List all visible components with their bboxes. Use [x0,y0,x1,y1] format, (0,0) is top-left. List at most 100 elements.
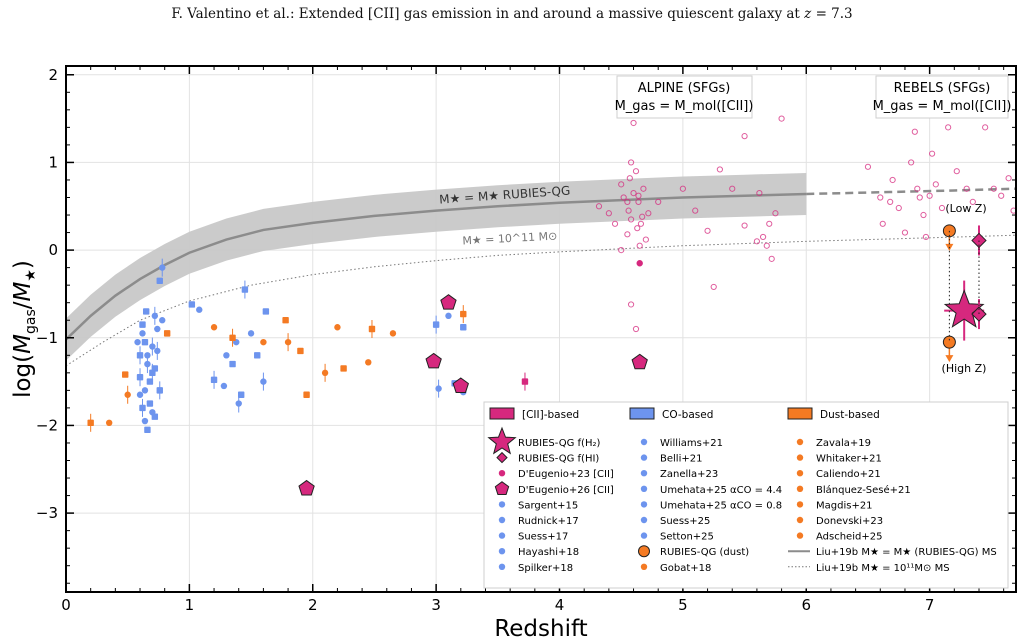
alpine-point [625,207,632,214]
alpine-point [635,198,642,205]
legend-swatch [796,485,804,492]
legend-swatch [640,485,648,492]
legend-label: Suess+17 [518,532,568,543]
rebels-point [932,181,939,188]
legend-header-label: CO-based [662,409,713,421]
legend-label: Umehata+25 αCO = 4.4 [660,485,782,496]
rebels-point [901,229,909,236]
co-based-point [159,264,166,271]
co-based-point [154,347,161,355]
legend-label: D'Eugenio+26 [CII] [518,485,614,496]
legend-label: Hayashi+18 [518,547,579,558]
co-based-point [139,321,146,328]
rebels-point [908,159,915,166]
legend-label: Belli+21 [660,454,702,465]
legend-swatch [796,438,804,446]
plot-frame [65,65,1017,593]
co-based-point [146,378,154,385]
dust-arrowhead [945,355,954,363]
alpine-point [645,210,652,217]
x-tick-label: 2 [308,596,318,614]
rebels-point [864,163,872,170]
co-based-point [460,324,467,331]
rebels-point [1010,207,1016,214]
legend-label: Donevski+23 [816,516,883,527]
legend-label: Zanella+23 [660,469,718,480]
x-axis-label: Redshift [494,616,587,642]
plot-area [66,115,1016,496]
legend-label: D'Eugenio+23 [CII] [518,469,614,480]
ms11-line [66,234,1016,367]
legend-swatch [640,501,648,508]
co-based-point [262,308,270,315]
dust-based-point [365,359,372,366]
alpine-point [766,220,773,227]
rebels-point [953,168,960,175]
alpine-title: ALPINE (SFGs) [638,81,731,96]
co-based-point [146,400,154,407]
y-tick-label: −1 [36,329,58,347]
co-based-point [237,391,245,398]
alpine-point [729,185,736,192]
dust-based-point [368,325,376,333]
alpine-point [624,198,631,205]
rebels-point [926,192,933,199]
page-header: F. Valentino et al.: Extended [CII] gas … [0,6,1024,22]
legend-swatch [796,501,804,508]
co-based-point [188,301,196,308]
cii-small-point [636,260,643,267]
legend-swatch [640,454,648,461]
cii-based-point [425,352,442,369]
alpine-point [741,133,748,140]
header-prefix: F. Valentino et al.: Extended [CII] gas … [171,6,805,22]
rebels-sub: M_gas = M_mol([CII]) [873,99,1012,114]
co-based-point [144,352,151,359]
alpine-point [640,185,647,192]
x-tick-label: 1 [185,596,195,614]
alpine-point [618,247,625,254]
dust-based-point [122,371,129,378]
co-based-point [151,413,159,420]
dust-based-point [284,338,292,346]
rebels-point [920,211,927,219]
legend-label: Adscheid+25 [816,532,882,543]
co-based-point [141,338,149,346]
x-tick-label: 6 [801,596,811,614]
alpine-point [692,207,699,214]
dust-based-point [260,338,267,346]
legend-label: Magdis+21 [816,500,873,511]
co-based-point [136,391,144,398]
dust-based-point [303,391,310,398]
y-tick-label: −2 [36,416,58,434]
legend-label: RUBIES-QG (dust) [660,547,749,558]
co-based-point [210,376,218,384]
header-z: z [804,6,812,22]
co-based-point [235,400,242,407]
rebels-point [889,176,896,184]
legend-swatch [640,470,648,477]
rebels-point [911,128,918,135]
y-tick-label: −3 [36,504,58,522]
alpine-point [627,301,635,308]
co-based-point [139,330,146,337]
alpine-point [639,213,646,220]
legend-swatch [496,451,508,464]
alpine-point [772,210,779,217]
legend-swatch [640,438,648,446]
co-based-point [154,325,161,333]
legend-swatch [638,545,650,558]
legend-label: Suess+25 [660,516,710,527]
legend-swatch [796,454,804,461]
dust-based-point [297,347,304,355]
alpine-point [716,166,723,173]
legend: [CII]-based CO-based Dust-based RUBIES-QG f… [483,401,1009,589]
legend-swatch [498,516,506,524]
legend-swatch [498,501,506,508]
alpine-point [763,242,770,249]
co-based-point [151,312,159,320]
cii-based-point [631,353,648,370]
legend-header-swatch [489,407,515,420]
legend-label: Setton+25 [660,532,714,543]
y-tick-label: 1 [48,153,58,171]
